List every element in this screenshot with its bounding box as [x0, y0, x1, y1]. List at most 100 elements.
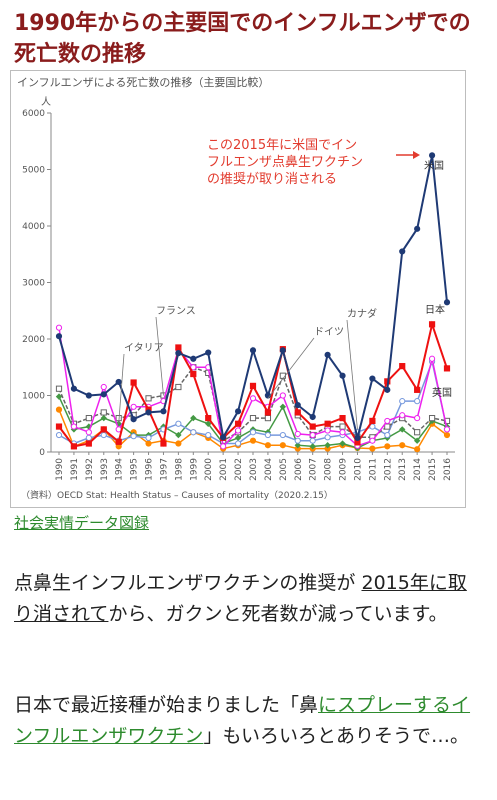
x-tick-label: 2016 — [443, 458, 453, 481]
legend-label-germany: ドイツ — [314, 327, 344, 338]
data-point — [264, 442, 272, 449]
p2-text-after: 」もいろいろとありそうで…。 — [203, 725, 470, 747]
data-point — [175, 350, 182, 357]
data-point — [279, 347, 286, 354]
data-point — [294, 442, 301, 449]
data-point — [369, 437, 376, 444]
data-point — [249, 395, 257, 402]
annotation-line: フルエンザ点鼻生ワクチン — [207, 154, 363, 170]
data-point — [205, 420, 212, 427]
data-point — [190, 364, 197, 371]
data-point — [443, 365, 451, 372]
data-point — [264, 415, 272, 422]
x-tick-label: 2004 — [264, 458, 274, 481]
data-point — [234, 434, 242, 442]
data-point — [443, 417, 451, 425]
data-point — [414, 225, 421, 232]
data-point — [234, 427, 242, 434]
data-point — [145, 440, 152, 447]
legend-label-italy: イタリア — [124, 342, 164, 354]
data-point — [175, 431, 182, 439]
x-tick-label: 1994 — [115, 458, 125, 481]
data-point — [279, 403, 287, 410]
p1-text-after: から、ガクンと死者数が減っています。 — [108, 603, 448, 625]
data-point — [384, 417, 391, 425]
data-point — [234, 408, 242, 415]
data-point — [384, 431, 391, 439]
data-point — [249, 382, 257, 389]
x-tick-label: 1995 — [130, 458, 140, 481]
data-point — [399, 412, 406, 419]
p1-text-before: 点鼻生インフルエンザワクチンの推奨が — [14, 572, 362, 594]
data-point — [414, 386, 421, 393]
x-tick-label: 1992 — [85, 458, 95, 481]
x-tick-label: 2011 — [368, 458, 378, 481]
x-tick-label: 2001 — [219, 458, 229, 481]
data-point — [294, 409, 301, 416]
article-heading: 1990年からの主要国でのインフルエンザでの死亡数の推移 — [14, 11, 471, 67]
data-point — [399, 426, 406, 433]
data-point — [324, 427, 331, 434]
x-tick-label: 2015 — [428, 458, 438, 481]
data-point — [175, 440, 182, 447]
data-point — [55, 393, 63, 400]
data-point — [190, 355, 197, 362]
data-point — [55, 431, 63, 439]
data-point — [339, 423, 346, 430]
data-point — [70, 443, 78, 450]
x-tick-label: 2013 — [398, 458, 408, 481]
data-point — [279, 431, 286, 439]
data-point — [145, 409, 152, 416]
data-point — [55, 333, 63, 340]
data-point — [369, 417, 376, 425]
legend-label-uk: 英国 — [432, 386, 452, 399]
source-link[interactable]: 社会実情データ図録 — [14, 514, 150, 532]
y-tick-label: 1000 — [22, 392, 45, 402]
legend-leader — [346, 319, 358, 430]
data-point — [249, 347, 257, 354]
data-point — [234, 440, 242, 447]
data-point — [205, 431, 212, 439]
data-point — [175, 344, 182, 351]
data-point — [339, 440, 346, 447]
data-point — [279, 392, 286, 399]
data-point — [85, 440, 92, 447]
data-point — [428, 355, 436, 362]
data-point — [220, 443, 227, 450]
data-point — [55, 324, 63, 331]
data-point — [339, 372, 346, 379]
data-point — [309, 423, 316, 430]
data-point — [339, 429, 346, 436]
legend-label-france: フランス — [156, 305, 196, 317]
data-point — [115, 378, 122, 386]
data-point — [85, 415, 92, 422]
data-point — [234, 420, 242, 427]
data-point — [309, 413, 316, 421]
x-tick-label: 2005 — [279, 458, 289, 481]
data-point — [309, 443, 316, 450]
nasal-vaccine-link[interactable]: にスプレーするインフルエンザワクチン — [14, 694, 471, 747]
data-point — [100, 426, 107, 433]
legend-leader — [118, 353, 125, 424]
x-tick-label: 2000 — [204, 458, 214, 481]
data-point — [324, 351, 331, 358]
data-point — [414, 446, 421, 453]
recommendation-link[interactable]: 2015年に取り消されて — [14, 572, 467, 625]
data-point — [160, 408, 167, 415]
p2-text-before: 日本で最近接種が始まりました「鼻 — [14, 694, 319, 716]
data-point — [309, 431, 316, 439]
data-point — [279, 442, 286, 449]
data-point — [399, 442, 406, 449]
legend-leader — [155, 316, 164, 396]
paragraph-2: 日本で最近接種が始まりました「鼻にスプレーするインフルエンザワクチン」もいろいろ… — [14, 690, 480, 752]
data-point — [413, 437, 421, 444]
data-point — [55, 423, 63, 430]
mortality-line-chart: インフルエンザによる死亡数の推移（主要国比較） 人 0 1000 2000 3000 400… — [17, 75, 455, 501]
chart-title: インフルエンザによる死亡数の推移（主要国比較） — [17, 75, 269, 89]
data-point — [115, 438, 122, 445]
data-point — [205, 349, 212, 356]
data-point — [354, 434, 361, 441]
x-tick-label: 2003 — [249, 458, 259, 481]
data-point — [70, 423, 78, 430]
data-point — [324, 442, 331, 449]
